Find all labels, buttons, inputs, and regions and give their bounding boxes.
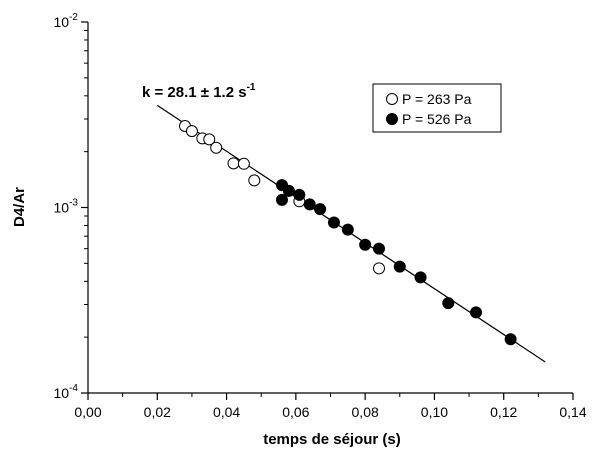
legend-label-526: P = 526 Pa (402, 111, 472, 127)
data-point-263 (203, 133, 216, 146)
x-tick-label: 0,14 (559, 404, 586, 420)
data-point-526 (327, 216, 340, 229)
x-tick-label: 0,02 (144, 404, 171, 420)
data-point-526 (393, 260, 406, 273)
y-tick-label: 10-2 (54, 12, 79, 30)
data-point-526 (504, 333, 517, 346)
data-point-526 (341, 223, 354, 236)
axes (87, 22, 573, 394)
x-tick-label: 0,04 (213, 404, 240, 420)
x-tick-label: 0,08 (352, 404, 379, 420)
rate-constant-exponent: -1 (247, 82, 256, 93)
data-point-526 (373, 242, 385, 255)
x-axis-title: temps de séjour (s) (263, 431, 401, 448)
data-point-526 (470, 306, 482, 319)
rate-constant-annotation: k = 28.1 ± 1.2 s-1 (142, 82, 256, 101)
legend-marker-open (386, 93, 398, 105)
data-point-526 (282, 184, 295, 197)
data-point-263 (210, 141, 223, 154)
ticks: 0,00 0,02 0,04 0,06 0,08 0,10 0,12 0,14 10-4 10-3… (54, 12, 587, 420)
legend-marker-filled (386, 113, 398, 125)
y-axis-title: D4/Ar (11, 187, 28, 227)
data-point-526 (303, 198, 316, 211)
legend: P = 263 Pa P = 526 Pa (372, 83, 502, 133)
x-tick-label: 0,06 (282, 404, 309, 420)
data-point-263 (185, 125, 198, 138)
data-point-526 (314, 203, 327, 216)
data-point-263 (237, 157, 250, 170)
data-points (179, 120, 517, 346)
x-tick-label: 0,10 (421, 404, 448, 420)
data-point-526 (276, 193, 288, 206)
rate-constant-text: k = 28.1 ± 1.2 s (142, 84, 247, 101)
y-tick-label: 10-4 (54, 383, 79, 401)
x-tick-label: 0,00 (74, 404, 101, 420)
data-point-526 (442, 297, 455, 310)
data-point-263 (227, 157, 240, 170)
data-point-263 (248, 174, 261, 187)
data-point-526 (293, 188, 306, 201)
data-point-526 (359, 238, 372, 251)
y-tick-label: 10-3 (54, 198, 79, 216)
data-point-526 (414, 271, 427, 284)
x-tick-label: 0,12 (490, 404, 517, 420)
data-point-263 (373, 262, 385, 275)
legend-label-263: P = 263 Pa (402, 91, 472, 107)
